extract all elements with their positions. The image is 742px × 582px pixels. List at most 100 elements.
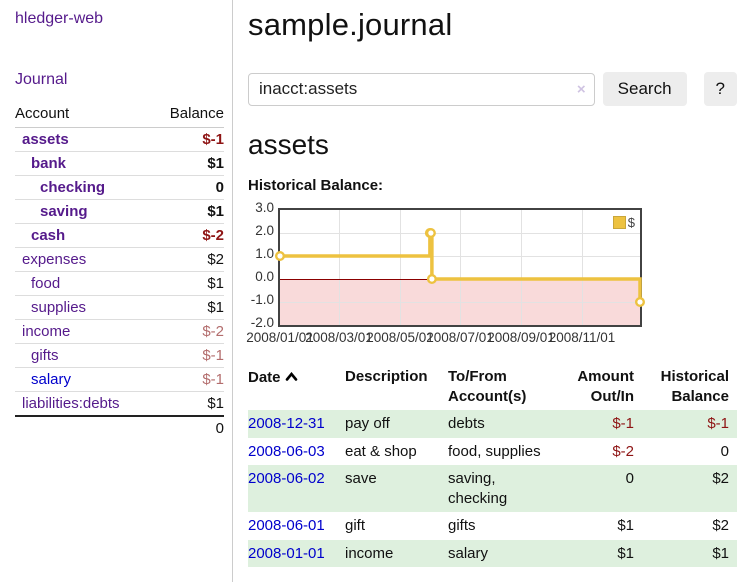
register-header-balance-line1: Historical	[660, 368, 729, 385]
gridline	[280, 233, 640, 234]
account-row-assets: assets $-1	[15, 127, 224, 152]
register-row: 2008-06-01 gift gifts $1 $2	[248, 512, 737, 540]
account-row-cash: cash $-2	[15, 223, 224, 248]
account-row-supplies: supplies $1	[15, 295, 224, 320]
accounts-total-value: 0	[152, 415, 224, 440]
register-header-date[interactable]: Date	[248, 365, 345, 410]
chart-legend: $	[612, 215, 635, 230]
search-button[interactable]: Search	[602, 72, 687, 106]
clear-search-icon[interactable]: ×	[576, 80, 586, 98]
register-header-description: Description	[345, 368, 428, 385]
account-balance: $-1	[152, 343, 224, 368]
accounts-total-row: 0	[15, 415, 224, 440]
transaction-description: gift	[345, 517, 366, 534]
y-tick: 2.0	[255, 223, 274, 238]
account-link-bank[interactable]: bank	[31, 155, 67, 172]
account-row-expenses: expenses $2	[15, 247, 224, 272]
chart-plot-area: $	[275, 208, 646, 327]
account-link-gifts[interactable]: gifts	[31, 347, 59, 364]
account-row-salary: salary $-1	[15, 367, 224, 392]
transaction-date-link[interactable]: 2008-06-02	[248, 470, 325, 487]
search-form: × Search ?	[248, 72, 737, 106]
transaction-accounts: salary	[448, 539, 558, 567]
gridline	[400, 210, 401, 325]
transaction-accounts: debts	[448, 410, 558, 438]
chart-plot-background	[280, 210, 640, 325]
register-row: 2008-06-02 save saving, checking 0 $2	[248, 465, 737, 512]
sidebar-item-journal[interactable]: Journal	[15, 71, 68, 88]
y-tick: 1.0	[255, 246, 274, 261]
account-row-food: food $1	[15, 271, 224, 296]
account-link-supplies[interactable]: supplies	[31, 299, 87, 316]
sort-ascending-icon	[285, 367, 298, 387]
account-link-food[interactable]: food	[31, 275, 61, 292]
gridline	[280, 256, 640, 257]
legend-label: $	[627, 215, 635, 230]
register-header-date-label: Date	[248, 369, 281, 386]
account-link-checking[interactable]: checking	[40, 179, 106, 196]
y-tick: 0.0	[255, 269, 274, 284]
transaction-date-link[interactable]: 2008-06-01	[248, 517, 325, 534]
gridline	[280, 302, 640, 303]
transaction-balance: $2	[642, 465, 737, 512]
register-header-balance-line2: Balance	[671, 387, 729, 405]
register-header-row: Date Description To/From Account(s) Amou…	[248, 365, 737, 410]
accounts-header-row: Account Balance	[15, 102, 224, 128]
legend-swatch	[612, 216, 626, 229]
account-link-liabilities-debts[interactable]: liabilities:debts	[22, 395, 120, 412]
y-tick: -1.0	[250, 292, 274, 307]
accounts-header-balance: Balance	[152, 102, 224, 128]
transaction-amount: $-2	[612, 442, 634, 460]
account-balance: $-2	[152, 319, 224, 344]
x-tick: 2008/05/01	[366, 330, 434, 345]
account-link-saving[interactable]: saving	[40, 203, 88, 220]
gridline	[582, 210, 583, 325]
account-balance: $1	[152, 271, 224, 296]
register-header-tofrom-line2: Account(s)	[448, 387, 527, 405]
account-balance: 0	[152, 175, 224, 200]
transaction-amount: $1	[558, 539, 642, 567]
register-header-tofrom-line1: To/From	[448, 368, 507, 385]
page-title: sample.journal	[248, 7, 453, 42]
account-balance: $1	[152, 151, 224, 176]
account-row-checking: checking 0	[15, 175, 224, 200]
register-header-tofrom: To/From Account(s)	[448, 365, 558, 410]
account-link-assets[interactable]: assets	[22, 131, 69, 148]
account-row-income: income $-2	[15, 319, 224, 344]
transaction-accounts: gifts	[448, 517, 476, 534]
account-link-cash[interactable]: cash	[31, 227, 66, 244]
register-row: 2008-12-31 pay off debts $-1 $-1	[248, 410, 737, 438]
x-tick: 2008/03/01	[305, 330, 373, 345]
help-button[interactable]: ?	[703, 72, 737, 106]
transaction-balance: $-1	[642, 410, 737, 438]
register-header-balance: Historical Balance	[642, 365, 737, 410]
y-tick: -2.0	[250, 315, 274, 330]
register-row: 2008-06-03 eat & shop food, supplies $-2…	[248, 438, 737, 466]
transaction-balance: $1	[642, 539, 737, 567]
transaction-date-link[interactable]: 2008-06-03	[248, 442, 325, 460]
transaction-date-link[interactable]: 2008-01-01	[248, 544, 325, 562]
register-row: 2008-01-01 income salary $1 $1	[248, 539, 737, 567]
account-link-expenses[interactable]: expenses	[22, 251, 87, 268]
account-link-income[interactable]: income	[22, 323, 71, 340]
x-tick: 2008/09/01	[487, 330, 555, 345]
account-balance: $-1	[152, 127, 224, 152]
accounts-header-account: Account	[15, 102, 153, 128]
register-header-amount-line1: Amount	[577, 368, 634, 385]
transaction-accounts: food, supplies	[448, 442, 541, 460]
account-link-salary[interactable]: salary	[31, 371, 72, 388]
account-balance: $1	[152, 391, 224, 417]
search-input[interactable]	[248, 72, 595, 106]
search-input-wrap: ×	[248, 72, 595, 106]
app-title-link[interactable]: hledger-web	[15, 10, 104, 27]
transaction-amount: 0	[558, 465, 642, 512]
gridline	[460, 210, 461, 325]
account-balance: $-2	[152, 223, 224, 248]
account-balance: $1	[152, 199, 224, 224]
transaction-description: save	[345, 465, 448, 512]
main-content: sample.journal × Search ? assets Histori…	[246, 0, 737, 567]
account-row-saving: saving $1	[15, 199, 224, 224]
register-header-amount-line2: Out/In	[590, 387, 634, 405]
transaction-date-link[interactable]: 2008-12-31	[248, 415, 325, 432]
